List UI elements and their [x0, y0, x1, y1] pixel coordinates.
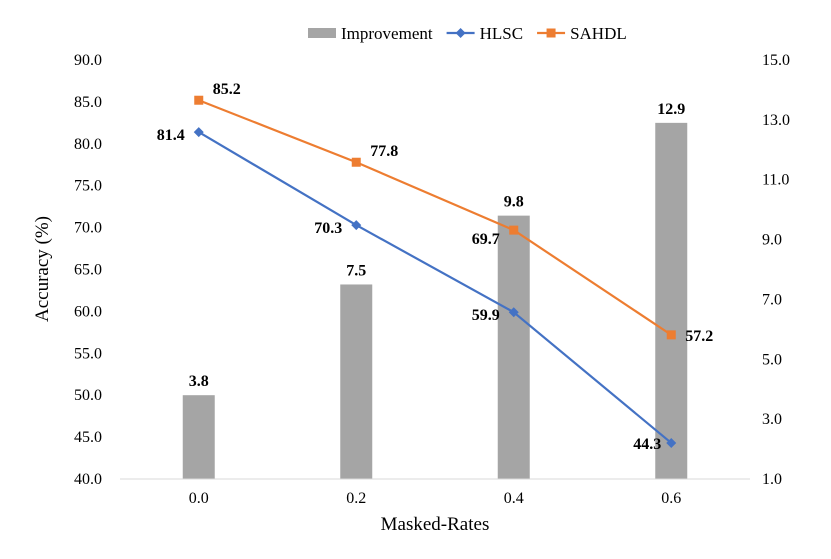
bar	[340, 284, 373, 479]
line-data-label: 69.7	[472, 231, 500, 248]
line-data-label: 77.8	[370, 143, 398, 160]
x-tick-label: 0.6	[661, 490, 681, 507]
bar-data-label: 12.9	[657, 101, 685, 118]
series-line	[198, 99, 672, 336]
right-tick-label: 11.0	[762, 172, 789, 189]
left-tick-label: 65.0	[74, 262, 102, 279]
bar-data-label: 9.8	[504, 194, 524, 211]
line-data-label: 57.2	[685, 328, 713, 345]
line-data-label: 85.2	[213, 81, 241, 98]
right-tick-label: 15.0	[762, 52, 790, 69]
line-data-label: 70.3	[314, 220, 342, 237]
right-tick-label: 3.0	[762, 411, 782, 428]
right-tick-label: 7.0	[762, 291, 782, 308]
line-data-label: 81.4	[157, 127, 185, 144]
left-tick-label: 80.0	[74, 136, 102, 153]
right-tick-label: 13.0	[762, 112, 790, 129]
left-tick-label: 40.0	[74, 471, 102, 488]
right-tick-label: 1.0	[762, 471, 782, 488]
line-point	[666, 437, 677, 448]
bar	[182, 395, 215, 479]
bar	[655, 122, 688, 479]
legend: Improvement HLSC SAHDL	[308, 24, 627, 43]
legend-marker	[455, 28, 466, 38]
left-tick-label: 90.0	[74, 52, 102, 69]
bar-data-label: 3.8	[189, 373, 209, 390]
right-tick-label: 9.0	[762, 232, 782, 249]
bar-data-label: 7.5	[346, 262, 366, 279]
y-axis-title: Accuracy (%)	[32, 216, 53, 322]
legend-marker	[546, 28, 556, 38]
line-point	[351, 157, 361, 167]
left-tick-label: 55.0	[74, 345, 102, 362]
line-point	[666, 330, 676, 340]
left-tick-label: 50.0	[74, 387, 102, 404]
left-tick-label: 85.0	[74, 94, 102, 111]
left-tick-label: 75.0	[74, 178, 102, 195]
x-tick-label: 0.0	[189, 490, 209, 507]
series-lines	[193, 95, 677, 448]
legend-label: SAHDL	[570, 24, 627, 43]
line-point	[193, 127, 204, 138]
line-data-label: 59.9	[472, 307, 500, 324]
x-tick-label: 0.4	[504, 490, 524, 507]
series-line	[198, 131, 672, 444]
line-point	[509, 225, 519, 235]
line-data-label: 44.3	[633, 436, 661, 453]
legend-label: HLSC	[480, 24, 523, 43]
left-tick-label: 70.0	[74, 220, 102, 237]
line-point	[351, 220, 362, 231]
line-point	[194, 95, 204, 105]
left-axis-ticks: 40.0 45.0 50.0 55.0 60.0 65.0 70.0 75.0 80.0 85.0…	[74, 52, 102, 488]
legend-swatch	[308, 28, 336, 38]
right-tick-label: 5.0	[762, 351, 782, 368]
x-axis-title: Masked-Rates	[381, 514, 490, 535]
bar	[497, 215, 530, 479]
right-axis-ticks: 1.0 3.0 5.0 7.0 9.0 11.0 13.0 15.0	[762, 52, 790, 488]
x-tick-label: 0.2	[346, 490, 366, 507]
data-labels: 3.8 7.5 9.8 12.9 81.4 70.3 59.9 44.3 85.2 77.8 69.…	[157, 81, 714, 453]
bars	[182, 122, 688, 479]
legend-label: Improvement	[341, 24, 433, 43]
left-tick-label: 45.0	[74, 429, 102, 446]
left-tick-label: 60.0	[74, 303, 102, 320]
x-axis-ticks: 0.0 0.2 0.4 0.6	[189, 490, 682, 507]
line-point	[508, 307, 519, 318]
